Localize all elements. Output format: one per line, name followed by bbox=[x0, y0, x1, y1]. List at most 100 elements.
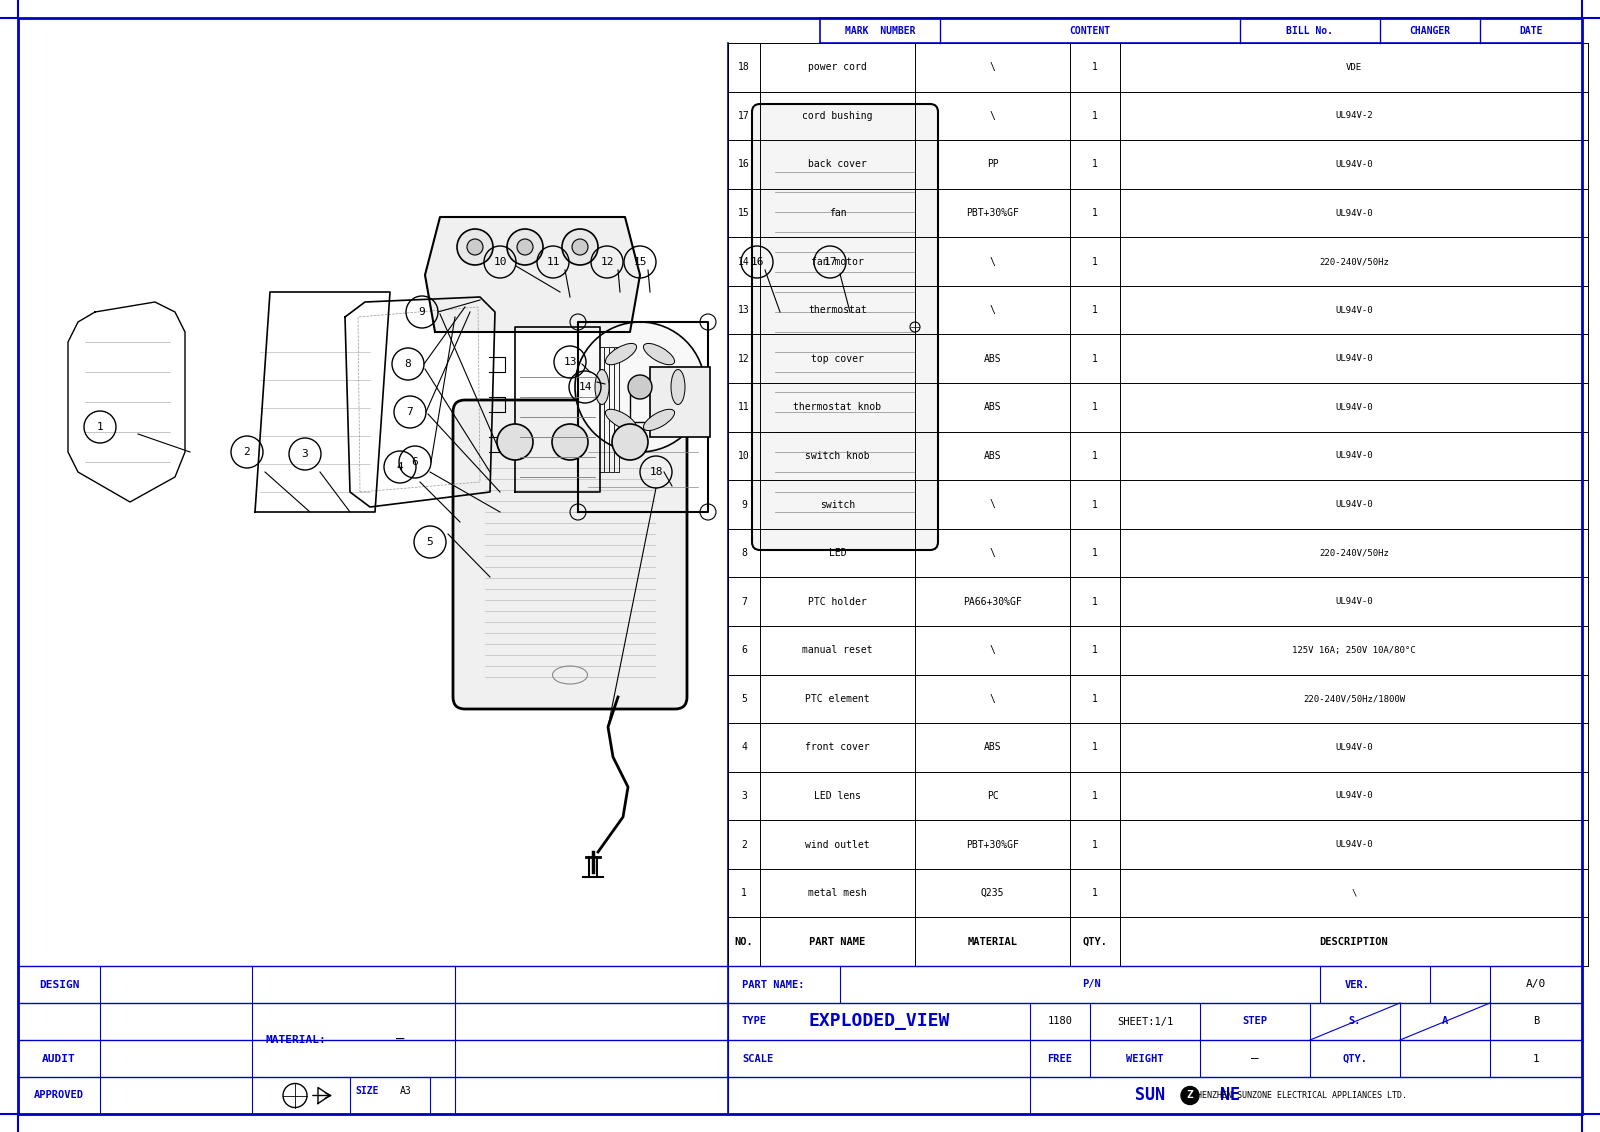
Text: 1: 1 bbox=[1093, 499, 1098, 509]
Text: 1: 1 bbox=[1093, 889, 1098, 898]
Text: 1: 1 bbox=[1093, 743, 1098, 753]
Text: QTY.: QTY. bbox=[1342, 1054, 1368, 1063]
Text: UL94V-0: UL94V-0 bbox=[1334, 403, 1373, 412]
Text: front cover: front cover bbox=[805, 743, 870, 753]
Text: 1: 1 bbox=[1093, 597, 1098, 607]
Text: 6: 6 bbox=[411, 457, 418, 468]
Text: UL94V-0: UL94V-0 bbox=[1334, 354, 1373, 363]
Text: UL94V-0: UL94V-0 bbox=[1334, 208, 1373, 217]
Circle shape bbox=[574, 321, 706, 452]
Text: 1: 1 bbox=[1093, 257, 1098, 267]
Ellipse shape bbox=[670, 369, 685, 404]
Text: \: \ bbox=[989, 306, 995, 315]
Ellipse shape bbox=[605, 343, 637, 365]
Text: 13: 13 bbox=[738, 306, 750, 315]
Text: NO.: NO. bbox=[734, 936, 754, 946]
Text: SUN: SUN bbox=[1134, 1087, 1165, 1105]
Text: A: A bbox=[1442, 1017, 1448, 1027]
Text: 1: 1 bbox=[1093, 791, 1098, 801]
Text: SHENZHEN SUNZONE ELECTRICAL APPLIANCES LTD.: SHENZHEN SUNZONE ELECTRICAL APPLIANCES L… bbox=[1192, 1091, 1408, 1100]
Text: SHEET:1/1: SHEET:1/1 bbox=[1117, 1017, 1173, 1027]
Text: 1: 1 bbox=[1093, 208, 1098, 218]
Text: 16: 16 bbox=[738, 160, 750, 170]
Text: 2: 2 bbox=[243, 447, 250, 457]
Text: 1: 1 bbox=[96, 422, 104, 432]
Text: MATERIAL: MATERIAL bbox=[968, 936, 1018, 946]
Text: metal mesh: metal mesh bbox=[808, 889, 867, 898]
Text: ABS: ABS bbox=[984, 743, 1002, 753]
Ellipse shape bbox=[595, 369, 610, 404]
Text: 18: 18 bbox=[650, 468, 662, 477]
Text: S.: S. bbox=[1349, 1017, 1362, 1027]
Text: 1: 1 bbox=[1093, 160, 1098, 170]
Text: 1: 1 bbox=[1093, 548, 1098, 558]
Text: QTY.: QTY. bbox=[1083, 936, 1107, 946]
Text: 14: 14 bbox=[738, 257, 750, 267]
Text: UL94V-0: UL94V-0 bbox=[1334, 743, 1373, 752]
Text: 1: 1 bbox=[1093, 111, 1098, 121]
Text: UL94V-2: UL94V-2 bbox=[1334, 111, 1373, 120]
Text: 8: 8 bbox=[741, 548, 747, 558]
Circle shape bbox=[507, 229, 542, 265]
Text: 1: 1 bbox=[1093, 62, 1098, 72]
Circle shape bbox=[627, 375, 653, 398]
Text: UL94V-0: UL94V-0 bbox=[1334, 598, 1373, 606]
Text: UL94V-0: UL94V-0 bbox=[1334, 306, 1373, 315]
Text: UL94V-0: UL94V-0 bbox=[1334, 500, 1373, 509]
Text: 15: 15 bbox=[738, 208, 750, 218]
Text: switch knob: switch knob bbox=[805, 451, 870, 461]
Text: \: \ bbox=[989, 694, 995, 704]
Text: top cover: top cover bbox=[811, 354, 864, 363]
Text: \: \ bbox=[989, 499, 995, 509]
Text: \: \ bbox=[989, 62, 995, 72]
Circle shape bbox=[552, 424, 589, 460]
Text: VDE: VDE bbox=[1346, 62, 1362, 71]
Polygon shape bbox=[426, 217, 640, 332]
Circle shape bbox=[517, 239, 533, 255]
Text: fan: fan bbox=[829, 208, 846, 218]
Text: 12: 12 bbox=[600, 257, 614, 267]
Text: MATERIAL:: MATERIAL: bbox=[266, 1035, 326, 1045]
Text: APPROVED: APPROVED bbox=[34, 1090, 83, 1100]
Text: 1: 1 bbox=[1093, 306, 1098, 315]
Circle shape bbox=[562, 229, 598, 265]
Text: \: \ bbox=[989, 111, 995, 121]
Text: power cord: power cord bbox=[808, 62, 867, 72]
Text: 1: 1 bbox=[1093, 694, 1098, 704]
Text: 5: 5 bbox=[427, 537, 434, 547]
Text: PART NAME:: PART NAME: bbox=[742, 979, 805, 989]
Text: UL94V-0: UL94V-0 bbox=[1334, 791, 1373, 800]
Text: 13: 13 bbox=[563, 357, 576, 367]
Text: PTC element: PTC element bbox=[805, 694, 870, 704]
Text: 9: 9 bbox=[741, 499, 747, 509]
Text: \: \ bbox=[1352, 889, 1357, 898]
Text: 220-240V/50Hz/1800W: 220-240V/50Hz/1800W bbox=[1302, 694, 1405, 703]
Text: 220-240V/50Hz: 220-240V/50Hz bbox=[1318, 549, 1389, 558]
Text: ABS: ABS bbox=[984, 354, 1002, 363]
Text: 7: 7 bbox=[406, 408, 413, 417]
Text: 11: 11 bbox=[738, 402, 750, 412]
Text: —: — bbox=[1251, 1052, 1259, 1065]
Circle shape bbox=[467, 239, 483, 255]
Text: back cover: back cover bbox=[808, 160, 867, 170]
Text: CONTENT: CONTENT bbox=[1069, 26, 1110, 35]
Text: WEIGHT: WEIGHT bbox=[1126, 1054, 1163, 1063]
Text: 18: 18 bbox=[738, 62, 750, 72]
Text: 3: 3 bbox=[302, 449, 309, 458]
Text: DESIGN: DESIGN bbox=[38, 979, 80, 989]
Text: thermostat knob: thermostat knob bbox=[794, 402, 882, 412]
Text: DESCRIPTION: DESCRIPTION bbox=[1320, 936, 1389, 946]
Text: 1: 1 bbox=[1093, 402, 1098, 412]
Text: 220-240V/50Hz: 220-240V/50Hz bbox=[1318, 257, 1389, 266]
Text: 14: 14 bbox=[578, 381, 592, 392]
Text: PTC holder: PTC holder bbox=[808, 597, 867, 607]
Text: UL94V-0: UL94V-0 bbox=[1334, 840, 1373, 849]
Text: —: — bbox=[395, 1034, 405, 1047]
Text: 8: 8 bbox=[405, 359, 411, 369]
Circle shape bbox=[611, 424, 648, 460]
Text: PBT+30%GF: PBT+30%GF bbox=[966, 208, 1019, 218]
Text: DATE: DATE bbox=[1520, 26, 1542, 35]
Text: 1: 1 bbox=[1093, 840, 1098, 849]
Text: 15: 15 bbox=[634, 257, 646, 267]
Text: PP: PP bbox=[987, 160, 998, 170]
